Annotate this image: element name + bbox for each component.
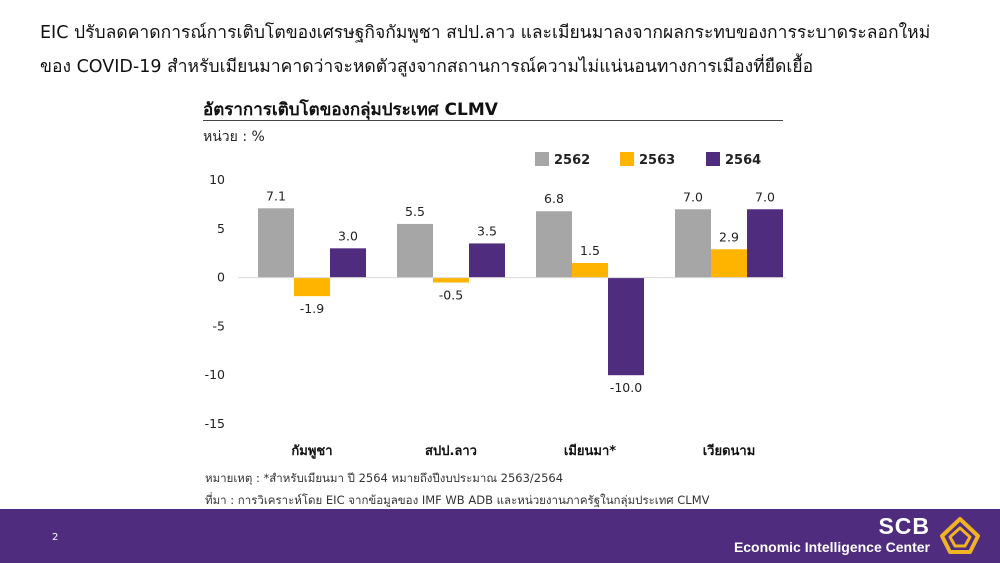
x-tick-label: กัมพูชา (291, 444, 332, 459)
legend-label: 2564 (725, 153, 761, 168)
headline-line-1: EIC ปรับลดคาดการณ์การเติบโตของเศรษฐกิจกั… (40, 23, 931, 43)
data-label: 7.1 (266, 188, 286, 203)
bar (608, 277, 644, 376)
footnote-note: หมายเหตุ : *สำหรับเมียนมา ปี 2564 หมายถึ… (205, 471, 564, 485)
bar (258, 208, 294, 278)
bar (711, 249, 747, 278)
chart-title: อัตราการเติบโตของกลุ่มประเทศ CLMV (203, 100, 498, 120)
y-tick-label: -5 (213, 318, 225, 333)
bar (747, 209, 783, 278)
scb-house-logo-icon (940, 517, 980, 554)
bar-chart: 10 5 0 -5 -10 -15 7.1 -1.9 3.0 กัมพูชา 5.5 -0.5 3.5 ส… (205, 152, 786, 459)
data-label: 5.5 (405, 204, 425, 219)
bar (397, 223, 433, 278)
x-tick-label: สปป.ลาว (425, 444, 477, 459)
x-tick-label: เวียดนาม (703, 443, 756, 459)
page-number: 2 (52, 532, 59, 543)
brand-subtitle: Economic Intelligence Center (733, 539, 930, 555)
y-tick-label: -10 (205, 367, 225, 382)
data-label: 7.0 (755, 189, 775, 204)
y-tick-label: 0 (217, 270, 225, 285)
headline: EIC ปรับลดคาดการณ์การเติบโตของเศรษฐกิจกั… (40, 16, 980, 84)
bar (536, 211, 572, 278)
headline-line-2: ของ COVID-19 สำหรับเมียนมาคาดว่าจะหดตัวส… (40, 57, 814, 77)
data-label: 7.0 (683, 189, 703, 204)
legend-swatch (535, 152, 549, 166)
bar (330, 248, 366, 278)
data-label: 3.5 (477, 223, 497, 238)
chart-unit-label: หน่วย : % (203, 129, 265, 145)
data-label: 2.9 (719, 229, 739, 244)
footnote-source: ที่มา : การวิเคราะห์โดย EIC จากข้อมูลของ… (205, 493, 710, 507)
data-label: -1.9 (300, 301, 324, 316)
legend-swatch (706, 152, 720, 166)
data-label: 3.0 (338, 228, 358, 243)
legend-label: 2562 (554, 153, 590, 168)
x-tick-label: เมียนมา* (564, 443, 616, 459)
legend-label: 2563 (639, 153, 675, 168)
data-label: -0.5 (439, 287, 463, 302)
bar (572, 262, 608, 278)
bar (433, 277, 469, 283)
y-tick-label: 5 (217, 221, 225, 236)
data-label: -10.0 (610, 380, 642, 395)
footer-bar (0, 509, 1000, 563)
y-tick-label: 10 (209, 172, 225, 187)
bar (294, 277, 330, 297)
legend-swatch (620, 152, 634, 166)
data-label: 1.5 (580, 243, 600, 258)
title-divider (203, 120, 783, 121)
y-tick-label: -15 (205, 416, 225, 431)
brand-name: SCB (878, 513, 930, 539)
bar (469, 243, 505, 278)
data-label: 6.8 (544, 191, 564, 206)
brand-block: SCB Economic Intelligence Center (734, 514, 930, 556)
bar (675, 209, 711, 278)
